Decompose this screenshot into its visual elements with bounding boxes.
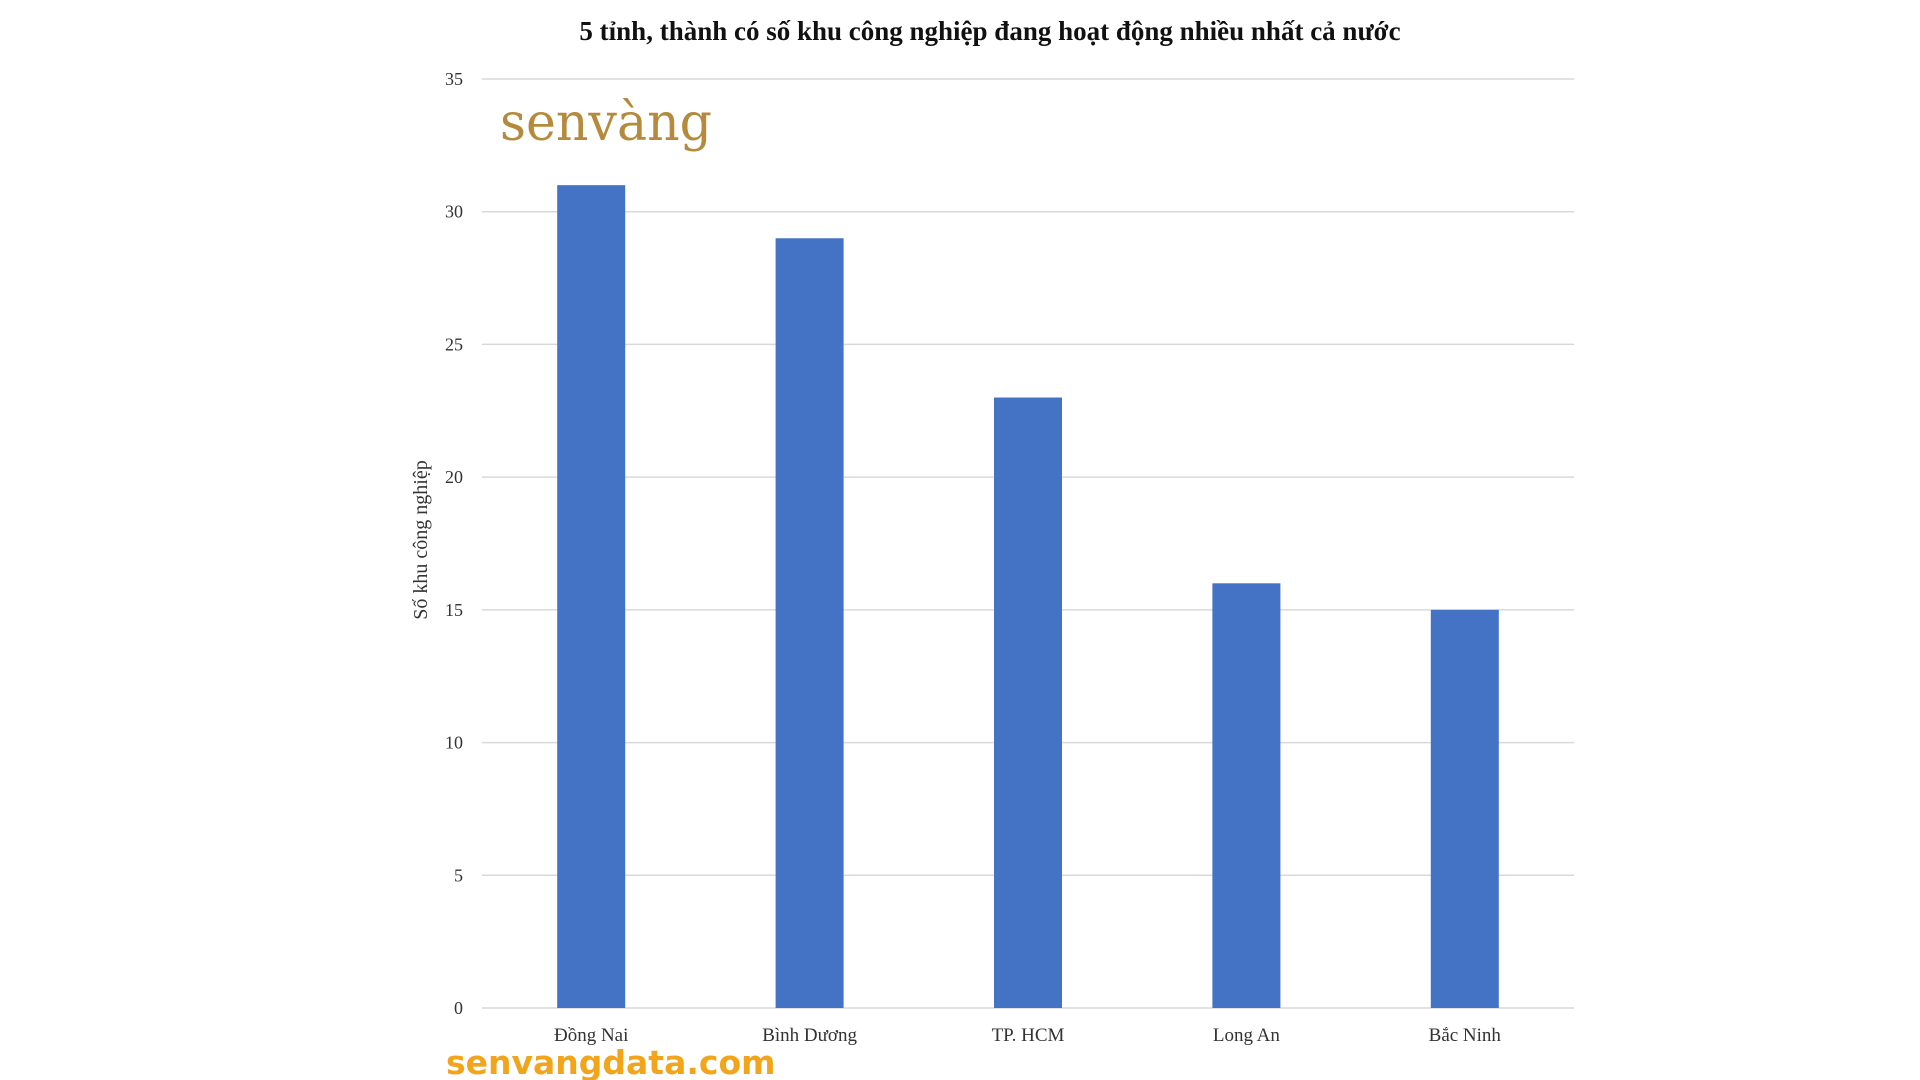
x-tick-label: Bắc Ninh	[1429, 1025, 1502, 1046]
y-tick-label: 30	[445, 202, 463, 222]
logo-text: senvàng	[500, 93, 712, 153]
y-tick-label: 20	[445, 467, 463, 487]
bar	[557, 185, 626, 1008]
chart-title: 5 tỉnh, thành có số khu công nghiệp đang…	[579, 16, 1400, 46]
y-axis-title: Số khu công nghiệp	[410, 460, 432, 619]
x-tick-labels: Đồng Nai Bình Dương TP. HCM Long An Bắc Ninh	[554, 1025, 1501, 1046]
logo: senvàng	[500, 93, 712, 153]
y-tick-label: 0	[454, 998, 463, 1018]
watermark-text: senvangdata.com	[446, 1043, 776, 1080]
bar	[1212, 583, 1281, 1008]
y-tick-label: 15	[445, 600, 463, 620]
bar	[775, 238, 844, 1008]
y-tick-labels: 0 5 10 15 20 25 30 35	[445, 69, 463, 1018]
x-tick-label: Bình Dương	[762, 1025, 857, 1046]
bar	[1430, 609, 1499, 1008]
y-tick-label: 35	[445, 69, 463, 89]
x-tick-label: Long An	[1213, 1025, 1281, 1046]
bar	[994, 397, 1062, 1008]
x-tick-label: Đồng Nai	[554, 1025, 628, 1046]
bars	[557, 185, 1499, 1008]
y-tick-label: 10	[445, 733, 463, 753]
x-tick-label: TP. HCM	[992, 1025, 1065, 1046]
y-tick-label: 25	[445, 334, 463, 354]
y-tick-label: 5	[454, 865, 463, 885]
